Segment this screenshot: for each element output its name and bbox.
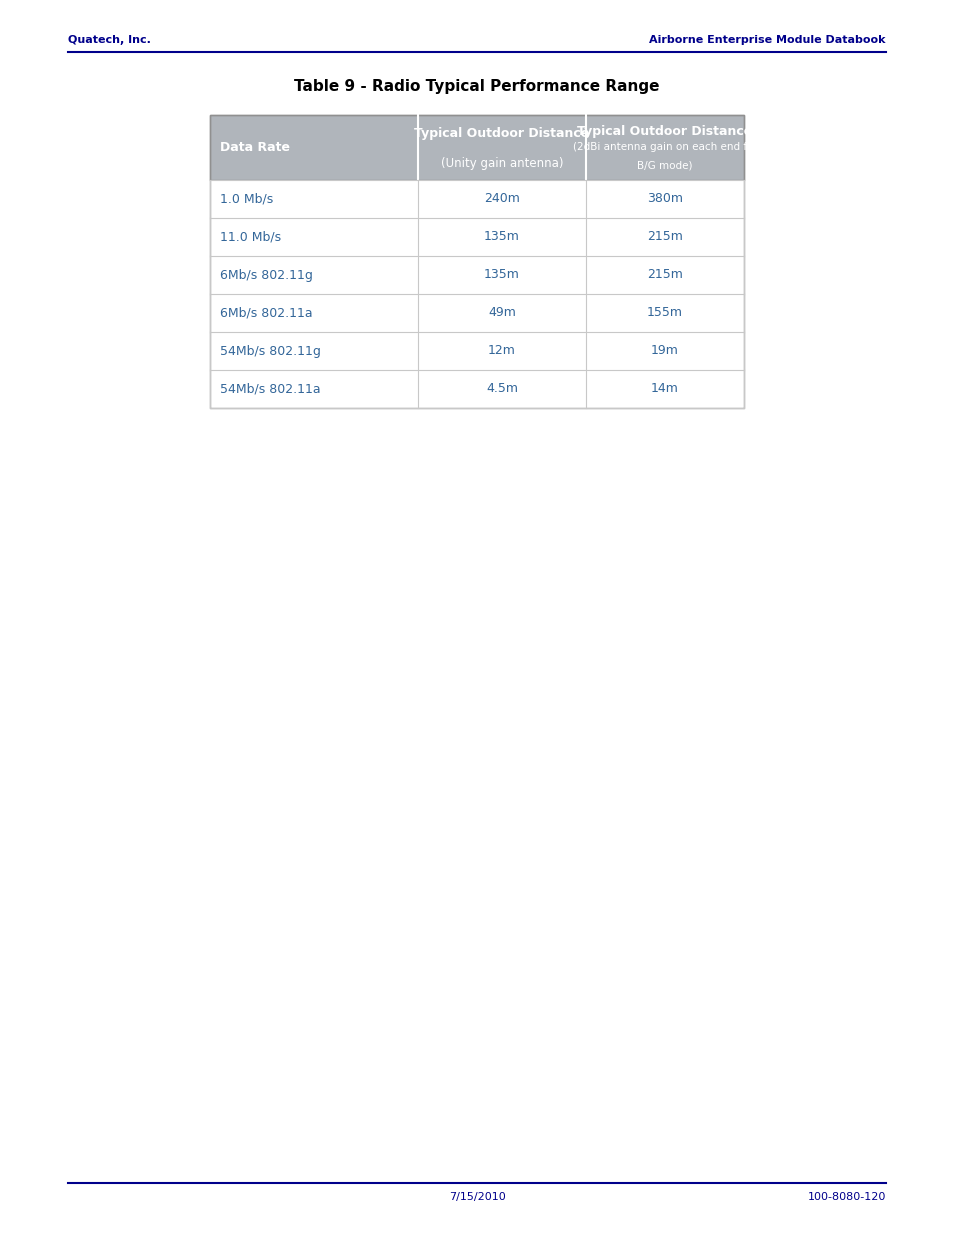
Text: Airborne Enterprise Module Databook: Airborne Enterprise Module Databook — [649, 35, 885, 44]
Text: 6Mb/s 802.11g: 6Mb/s 802.11g — [220, 268, 313, 282]
Bar — [210, 294, 743, 332]
Text: 7/15/2010: 7/15/2010 — [448, 1192, 505, 1202]
Text: 380m: 380m — [646, 193, 682, 205]
Bar — [210, 370, 743, 408]
Text: Data Rate: Data Rate — [220, 141, 290, 154]
Bar — [210, 256, 743, 294]
Bar — [210, 115, 743, 180]
Text: 240m: 240m — [483, 193, 519, 205]
Text: 14m: 14m — [650, 383, 679, 395]
Text: 4.5m: 4.5m — [485, 383, 517, 395]
Text: 11.0 Mb/s: 11.0 Mb/s — [220, 231, 281, 243]
Text: B/G mode): B/G mode) — [637, 161, 692, 170]
Text: 12m: 12m — [488, 345, 516, 357]
Text: Quatech, Inc.: Quatech, Inc. — [68, 35, 151, 44]
Text: 19m: 19m — [650, 345, 679, 357]
Text: Typical Outdoor Distance: Typical Outdoor Distance — [577, 125, 752, 137]
Bar — [210, 180, 743, 219]
Bar — [210, 115, 743, 408]
Text: 1.0 Mb/s: 1.0 Mb/s — [220, 193, 273, 205]
Text: 215m: 215m — [646, 268, 682, 282]
Text: (2dBi antenna gain on each end for: (2dBi antenna gain on each end for — [572, 142, 757, 152]
Text: 155m: 155m — [646, 306, 682, 320]
Text: 135m: 135m — [483, 231, 519, 243]
Text: 54Mb/s 802.11g: 54Mb/s 802.11g — [220, 345, 320, 357]
Text: 54Mb/s 802.11a: 54Mb/s 802.11a — [220, 383, 320, 395]
Text: (Unity gain antenna): (Unity gain antenna) — [440, 158, 562, 170]
Text: 215m: 215m — [646, 231, 682, 243]
Text: Table 9 - Radio Typical Performance Range: Table 9 - Radio Typical Performance Rang… — [294, 79, 659, 95]
Bar — [210, 219, 743, 256]
Text: 6Mb/s 802.11a: 6Mb/s 802.11a — [220, 306, 313, 320]
Text: 100-8080-120: 100-8080-120 — [807, 1192, 885, 1202]
Text: Typical Outdoor Distance: Typical Outdoor Distance — [414, 126, 589, 140]
Bar — [210, 332, 743, 370]
Text: 49m: 49m — [488, 306, 516, 320]
Text: 135m: 135m — [483, 268, 519, 282]
